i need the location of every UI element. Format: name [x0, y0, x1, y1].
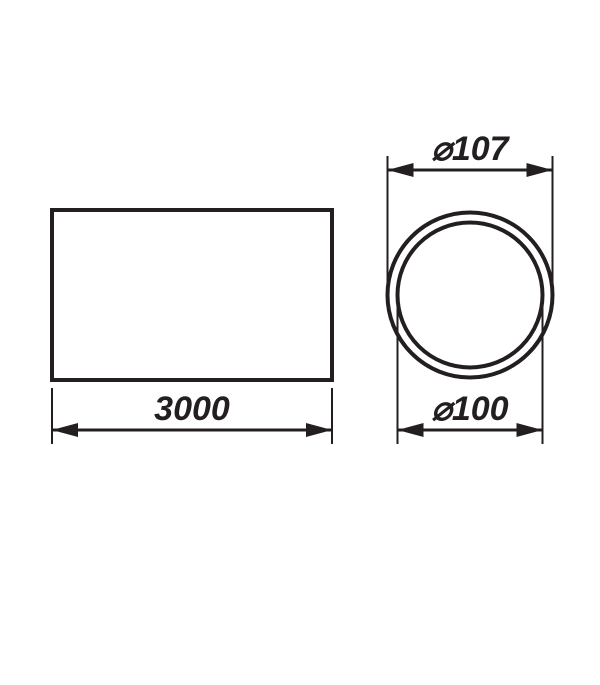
side-view-rect: [52, 210, 332, 380]
end-view-inner-circle: [398, 223, 543, 368]
technical-drawing: 3000 ⌀107 ⌀100: [0, 0, 600, 685]
dim-label-outer-dia: ⌀107: [431, 130, 510, 168]
dim-label-length: 3000: [154, 390, 230, 428]
dim-label-inner-dia: ⌀100: [431, 390, 508, 428]
end-view-outer-circle: [388, 213, 553, 378]
